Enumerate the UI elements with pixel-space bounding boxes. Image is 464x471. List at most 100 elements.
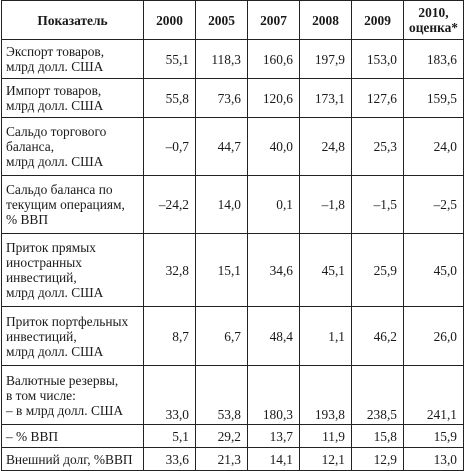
row-label-line: млрд долл. США — [6, 285, 104, 300]
cell-value: 13,7 — [247, 424, 300, 448]
row-label-line: млрд долл. США — [6, 59, 104, 74]
cell-value: 33,0 — [143, 365, 196, 425]
table-row: Приток прямых иностранных инвестиций, млрд … — [1, 233, 464, 307]
row-label: Импорт товаров, млрд долл. США — [1, 78, 144, 118]
cell-value: 12,1 — [299, 447, 352, 471]
cell-value: 15,1 — [195, 233, 248, 307]
row-label-line: Сальдо баланса по — [6, 182, 113, 197]
table-row: – % ВВП 5,1 29,2 13,7 11,9 15,8 15,9 — [1, 424, 464, 448]
row-label-line: млрд долл. США — [6, 98, 104, 113]
cell-value: 14,0 — [195, 175, 248, 234]
row-label-line: – в млрд долл. США — [6, 402, 124, 418]
header-year-2007: 2007 — [247, 0, 300, 40]
cell-value: 1,1 — [299, 306, 352, 366]
cell-value: 13,0 — [403, 447, 464, 471]
cell-value: 25,9 — [351, 233, 404, 307]
row-label-line: иностранных — [6, 255, 82, 270]
cell-value: 33,6 — [143, 447, 196, 471]
row-label-line: % ВВП — [6, 212, 49, 227]
row-label-line: инвестиций, — [6, 270, 77, 285]
row-label-line: млрд долл. США — [6, 343, 104, 359]
table-row: Импорт товаров, млрд долл. США 55,8 73,6 120… — [1, 78, 464, 118]
cell-value: 12,9 — [351, 447, 404, 471]
header-year-2009: 2009 — [351, 0, 404, 40]
row-label-line: Валютные резервы, — [6, 372, 119, 388]
cell-value: 0,1 — [247, 175, 300, 234]
cell-value: 173,1 — [299, 78, 352, 118]
row-label: – % ВВП — [1, 424, 144, 448]
cell-value: 8,7 — [143, 306, 196, 366]
row-label-line: Сальдо торгового — [6, 124, 107, 139]
row-label-line: баланса, — [6, 139, 55, 154]
cell-value: 180,3 — [247, 365, 300, 425]
cell-value: 48,4 — [247, 306, 300, 366]
table-row: Внешний долг, %ВВП 33,6 21,3 14,1 12,1 12,9 13… — [1, 447, 464, 471]
header-2010-line1: 2010, — [418, 5, 449, 20]
header-year-2000: 2000 — [143, 0, 196, 40]
cell-value: 21,3 — [195, 447, 248, 471]
cell-value: 159,5 — [403, 78, 464, 118]
row-label-line: – % ВВП — [6, 428, 59, 444]
cell-value: 55,1 — [143, 39, 196, 79]
header-year-2010-estimate: 2010, оценка* — [403, 0, 464, 40]
row-label-line: текущим операциям, — [6, 197, 125, 212]
table-row: Валютные резервы, в том числе: – в млрд до… — [1, 365, 464, 425]
cell-value: 6,7 — [195, 306, 248, 366]
cell-value: 120,6 — [247, 78, 300, 118]
cell-value: 15,8 — [351, 424, 404, 448]
table-row: Экспорт товаров, млрд долл. США 55,1 118,3 1… — [1, 39, 464, 79]
cell-value: 193,8 — [299, 365, 352, 425]
cell-value: 53,8 — [195, 365, 248, 425]
row-label: Сальдо торгового баланса, млрд долл. США — [1, 117, 144, 176]
cell-value: 24,8 — [299, 117, 352, 176]
row-label-line: Приток прямых — [6, 240, 96, 255]
row-label: Сальдо баланса по текущим операциям,% ВВП — [1, 175, 144, 234]
header-year-2008: 2008 — [299, 0, 352, 40]
cell-value: 160,6 — [247, 39, 300, 79]
cell-value: 46,2 — [351, 306, 404, 366]
cell-value: 118,3 — [195, 39, 248, 79]
row-label-line: Импорт товаров, — [6, 83, 102, 98]
row-label: Валютные резервы, в том числе: – в млрд до… — [1, 365, 144, 425]
cell-value: 5,1 — [143, 424, 196, 448]
cell-value: 127,6 — [351, 78, 404, 118]
table-row: Сальдо торгового баланса, млрд долл. США –0… — [1, 117, 464, 176]
header-2010-line2: оценка* — [409, 20, 458, 35]
table-row: Сальдо баланса по текущим операциям,% ВВП… — [1, 175, 464, 234]
row-label-line: в том числе: — [6, 387, 76, 403]
cell-value: 24,0 — [403, 117, 464, 176]
cell-value: 25,3 — [351, 117, 404, 176]
cell-value: 153,0 — [351, 39, 404, 79]
cell-value: 26,0 — [403, 306, 464, 366]
row-label-line: Внешний долг, %ВВП — [6, 451, 133, 467]
cell-value: 34,6 — [247, 233, 300, 307]
cell-value: 197,9 — [299, 39, 352, 79]
row-label: Экспорт товаров, млрд долл. США — [1, 39, 144, 79]
header-row: Показатель 2000 2005 2007 2008 2009 2010… — [1, 0, 464, 40]
cell-value: 44,7 — [195, 117, 248, 176]
cell-value: 11,9 — [299, 424, 352, 448]
cell-value: 238,5 — [351, 365, 404, 425]
cell-value: 40,0 — [247, 117, 300, 176]
cell-value: 73,6 — [195, 78, 248, 118]
header-year-2005: 2005 — [195, 0, 248, 40]
row-label: Приток прямых иностранных инвестиций, млрд … — [1, 233, 144, 307]
cell-value: 241,1 — [403, 365, 464, 425]
cell-value: –24,2 — [143, 175, 196, 234]
cell-value: –1,8 — [299, 175, 352, 234]
cell-value: 55,8 — [143, 78, 196, 118]
table-row: Приток портфельных инвестиций, млрд долл. … — [1, 306, 464, 366]
cell-value: 15,9 — [403, 424, 464, 448]
cell-value: –0,7 — [143, 117, 196, 176]
row-label-line: Приток портфельных — [6, 313, 129, 329]
cell-value: 32,8 — [143, 233, 196, 307]
cell-value: 29,2 — [195, 424, 248, 448]
row-label-line: инвестиций, — [6, 328, 77, 344]
cell-value: 14,1 — [247, 447, 300, 471]
row-label: Внешний долг, %ВВП — [1, 447, 144, 471]
cell-value: –1,5 — [351, 175, 404, 234]
row-label: Приток портфельных инвестиций, млрд долл. … — [1, 306, 144, 366]
cell-value: 45,0 — [403, 233, 464, 307]
row-label-line: Экспорт товаров, — [6, 44, 105, 59]
